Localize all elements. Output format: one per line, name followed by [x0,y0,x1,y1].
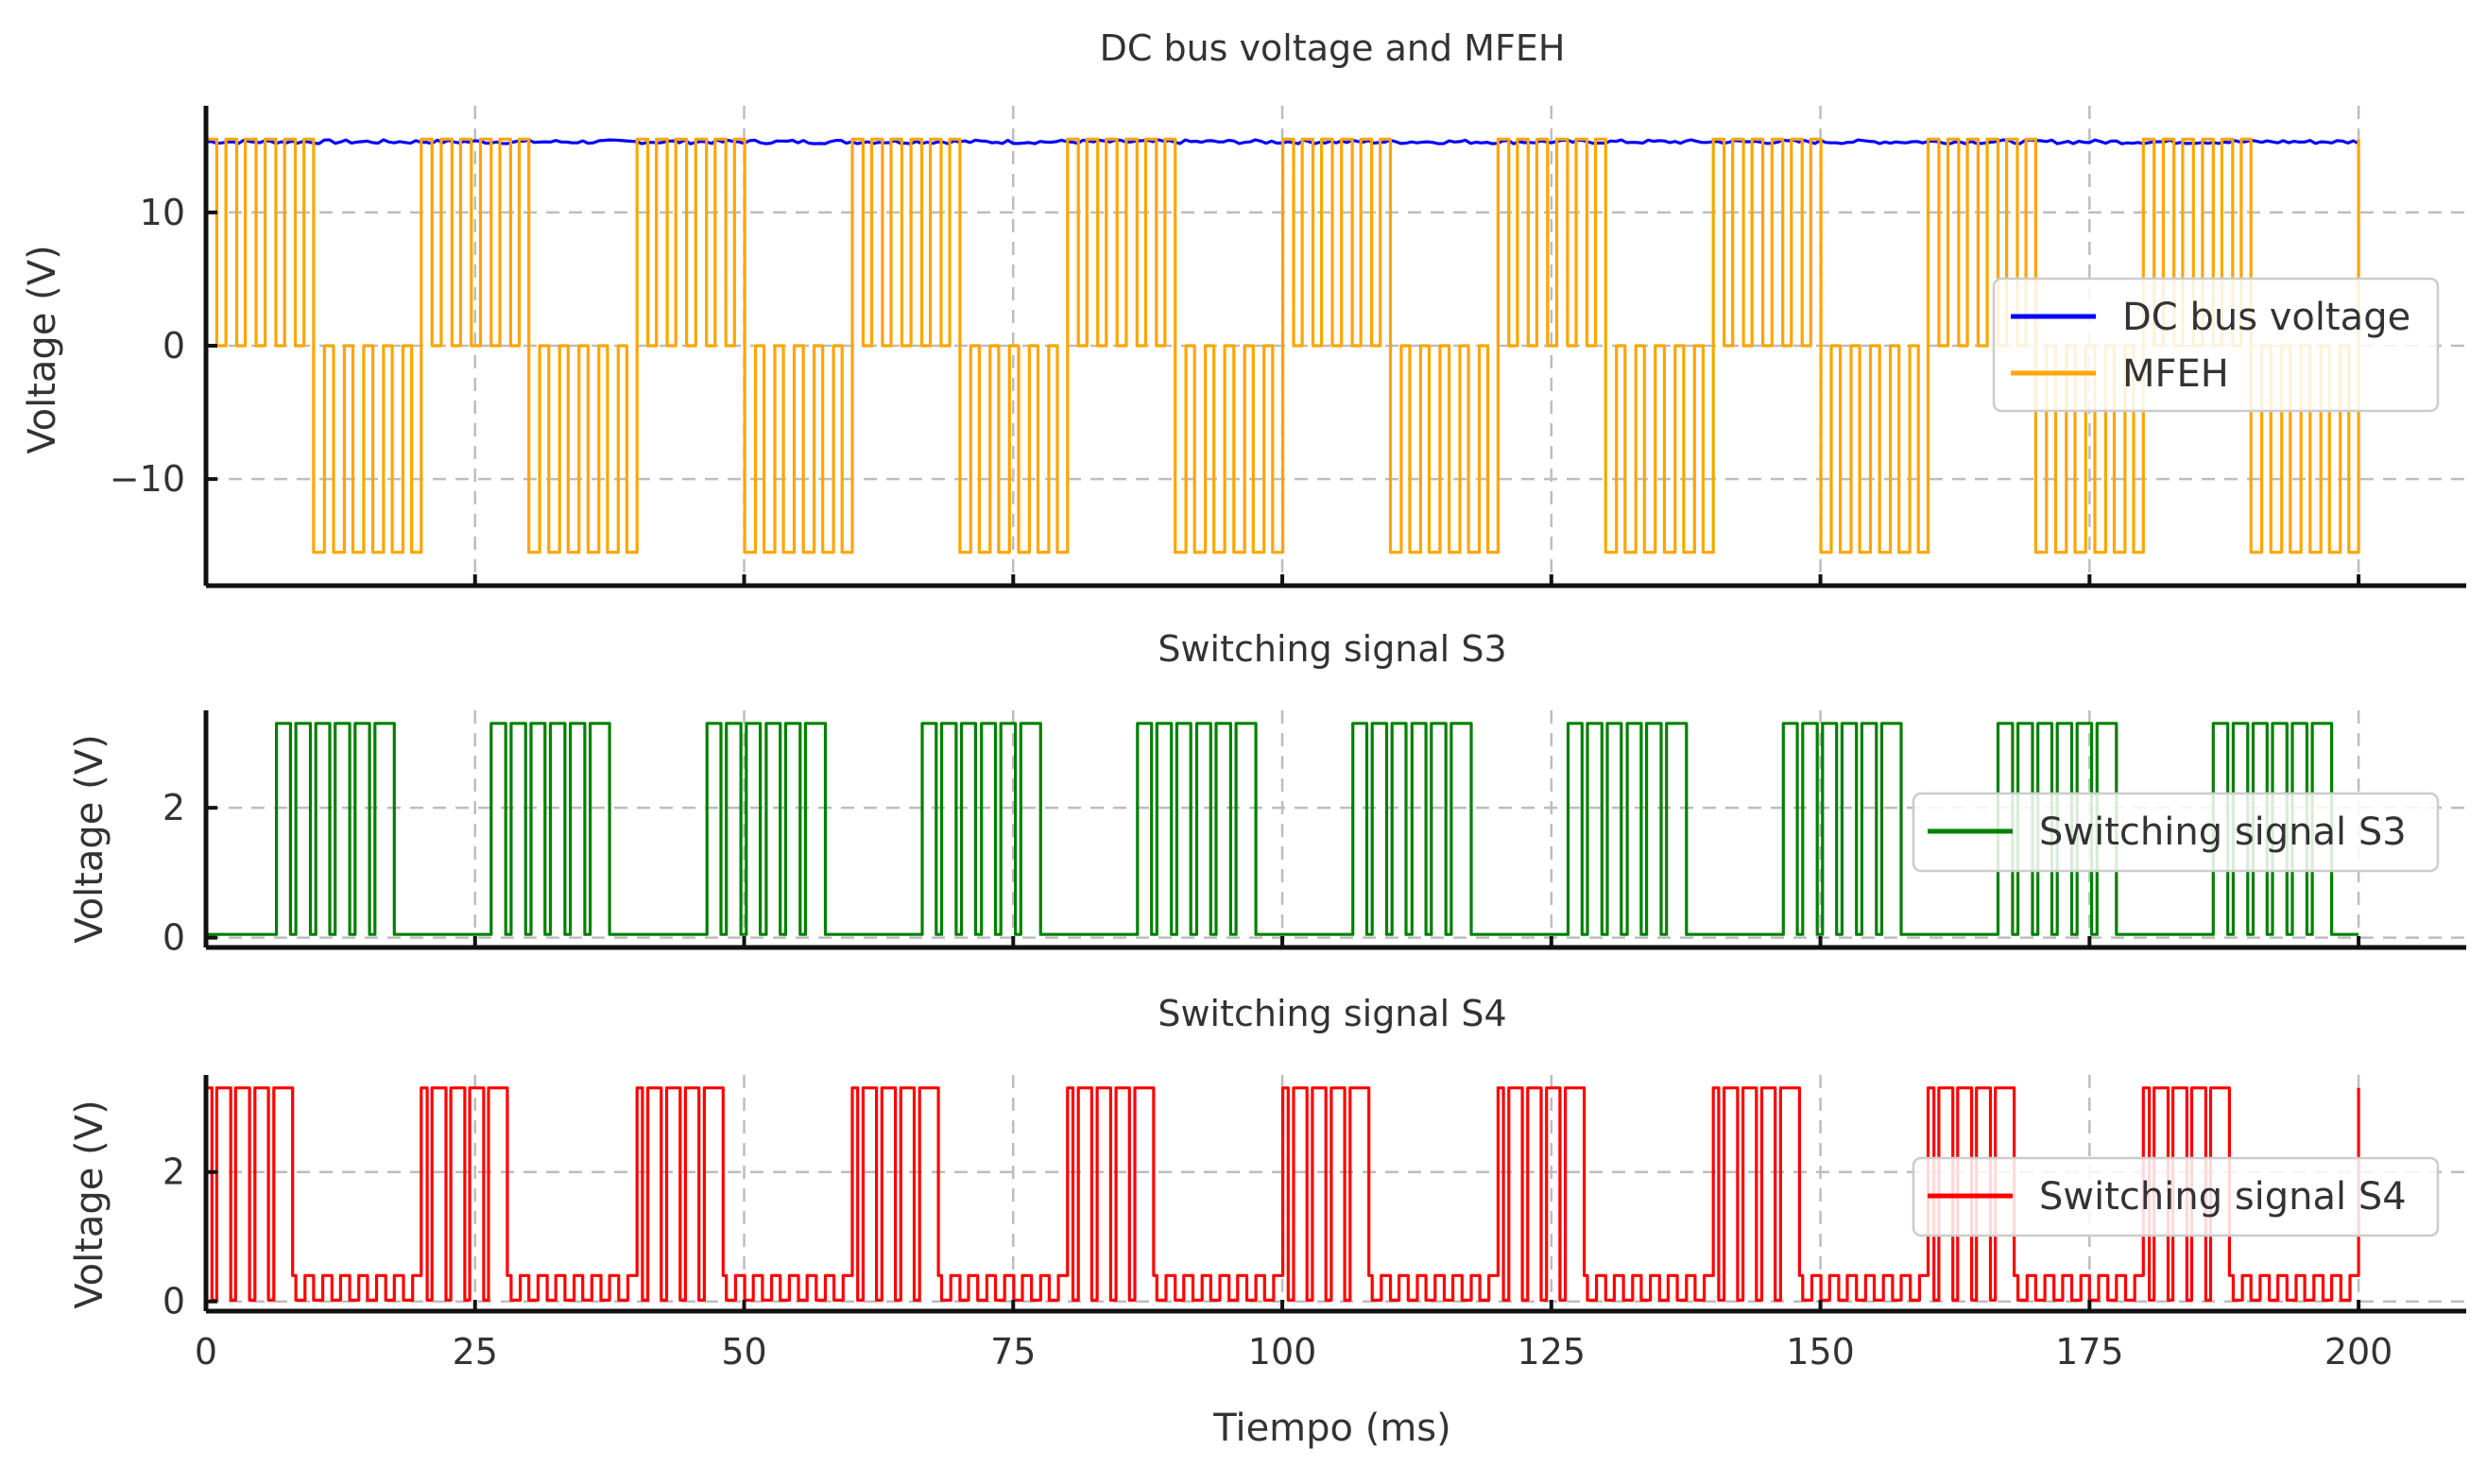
series-line-switching-signal-s4 [205,1086,2360,1302]
legend-frame [1992,277,2440,413]
subplot-title: Switching signal S3 [1158,628,1506,670]
subplot-s3: Switching signal S3 Voltage (V) 02 Switc… [68,628,2466,959]
axes [203,1075,2466,1314]
legend-label-mfeh: MFEH [2122,352,2229,396]
axes [203,710,2466,950]
legend-label-dc-bus: DC bus voltage [2122,296,2410,339]
x-tick-label: 175 [2055,1331,2124,1373]
y-ticks: 02 [163,1151,217,1322]
legend-label-s3: Switching signal S3 [2039,810,2407,854]
x-tick-label: 25 [453,1331,498,1373]
y-tick-label: 0 [163,1281,185,1322]
y-axis-label: Voltage (V) [68,734,111,943]
subplot-title: DC bus voltage and MFEH [1100,27,1566,69]
legend: DC bus voltage MFEH [1992,277,2440,413]
legend: Switching signal S4 [1912,1156,2440,1237]
y-ticks: −10 0 10 [110,192,217,500]
x-tick-label: 125 [1518,1331,1587,1373]
x-tick-label: 75 [990,1331,1036,1373]
legend-frame [1912,1156,2440,1237]
x-tick-label: 100 [1248,1331,1317,1373]
x-axis-label: Tiempo (ms) [1212,1407,1450,1450]
x-tick-label: 50 [721,1331,766,1373]
y-ticks: 02 [163,787,217,959]
x-tick-label: 150 [1786,1331,1855,1373]
series-lines [205,722,2360,936]
y-tick-label: 2 [163,1151,185,1193]
x-ticks: 0 25 50 75 100 125 150 175 200 [195,1331,2393,1373]
y-tick-label: 10 [140,192,185,233]
y-tick-label: −10 [110,458,185,500]
series-lines [205,1086,2360,1302]
y-axis-label: Voltage (V) [68,1100,111,1308]
subplot-s4: Switching signal S4 Voltage (V) 02 0 25 50… [68,993,2466,1450]
series-line-switching-signal-s3 [205,722,2360,936]
legend-frame [1912,792,2440,873]
y-tick-label: 0 [163,325,185,367]
x-tick-label: 0 [195,1331,217,1373]
y-axis-label: Voltage (V) [21,245,64,453]
legend-label-s4: Switching signal S4 [2039,1175,2407,1219]
legend: Switching signal S3 [1912,792,2440,873]
y-tick-label: 0 [163,917,185,959]
subplot-title: Switching signal S4 [1158,993,1506,1034]
x-tick-label: 200 [2324,1331,2393,1373]
subplot-dc-bus-mfeh: DC bus voltage and MFEH Voltage (V) −10 0… [21,27,2466,588]
y-tick-label: 2 [163,787,185,828]
